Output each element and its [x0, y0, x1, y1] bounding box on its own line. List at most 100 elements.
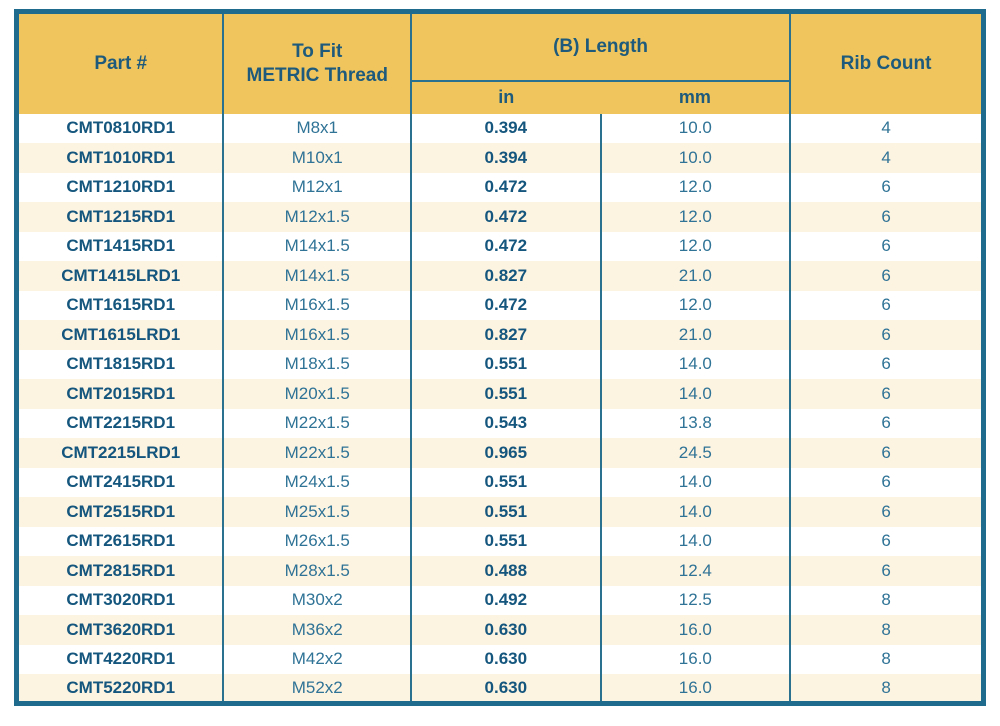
part-number-cell: CMT1615RD1	[66, 295, 176, 315]
table-row: CMT1210RD1 M12x1 0.472 12.0 6	[16, 172, 984, 202]
thread-size-cell: M8x1	[222, 113, 412, 143]
header-rib-count: Rib Count	[789, 11, 984, 114]
length-mm-cell: 14.0	[599, 497, 791, 527]
length-mm-cell: 12.0	[599, 202, 791, 232]
table-row: CMT1615RD1 M16x1.5 0.472 12.0 6	[16, 290, 984, 320]
header-length-in: in	[410, 80, 601, 114]
part-number-cell: CMT0810RD1	[66, 118, 176, 138]
thread-size-cell: M26x1.5	[222, 526, 412, 556]
part-number-cell: CMT3020RD1	[66, 590, 176, 610]
thread-size-cell: M24x1.5	[222, 467, 412, 497]
thread-size-cell: M14x1.5	[222, 231, 412, 261]
length-in-cell: 0.630	[410, 615, 601, 645]
header-length-mm: mm	[600, 80, 791, 114]
part-number-cell: CMT1215RD1	[66, 206, 176, 226]
length-in-cell: 0.551	[410, 467, 601, 497]
part-number-cell: CMT2215LRD1	[61, 442, 181, 462]
thread-size-cell: M10x1	[222, 143, 412, 173]
table-row: CMT1815RD1 M18x1.5 0.551 14.0 6	[16, 349, 984, 379]
part-number-cell: CMT2515RD1	[66, 501, 176, 521]
table-row: CMT3620RD1 M36x2 0.630 16.0 8	[16, 615, 984, 645]
part-number-cell: CMT1415RD1	[66, 236, 176, 256]
table-row: CMT1415LRD1 M14x1.5 0.827 21.0 6	[16, 261, 984, 291]
length-mm-cell: 16.0	[599, 615, 791, 645]
length-in-cell: 0.394	[410, 143, 601, 173]
rib-count-cell: 4	[789, 143, 984, 173]
part-number-cell: CMT2815RD1	[66, 560, 176, 580]
header-length-group: (B) Length	[410, 11, 791, 82]
length-in-cell: 0.472	[410, 231, 601, 261]
length-in-cell: 0.492	[410, 585, 601, 615]
length-in-cell: 0.472	[410, 172, 601, 202]
thread-size-cell: M16x1.5	[222, 320, 412, 350]
thread-size-cell: M12x1	[222, 172, 412, 202]
thread-size-cell: M52x2	[222, 674, 412, 704]
thread-size-cell: M12x1.5	[222, 202, 412, 232]
table-row: CMT1010RD1 M10x1 0.394 10.0 4	[16, 143, 984, 173]
length-in-cell: 0.827	[410, 320, 601, 350]
length-mm-cell: 14.0	[599, 526, 791, 556]
table-row: CMT1415RD1 M14x1.5 0.472 12.0 6	[16, 231, 984, 261]
thread-size-cell: M16x1.5	[222, 290, 412, 320]
length-mm-cell: 10.0	[599, 113, 791, 143]
thread-size-cell: M22x1.5	[222, 408, 412, 438]
length-mm-cell: 14.0	[599, 379, 791, 409]
rib-count-cell: 6	[789, 261, 984, 291]
table-row: CMT5220RD1 M52x2 0.630 16.0 8	[16, 674, 984, 704]
length-in-cell: 0.488	[410, 556, 601, 586]
table-row: CMT4220RD1 M42x2 0.630 16.0 8	[16, 644, 984, 674]
table-header: Part # To Fit METRIC Thread (B) Length R…	[16, 11, 984, 114]
length-mm-cell: 12.4	[599, 556, 791, 586]
parts-spec-table: Part # To Fit METRIC Thread (B) Length R…	[14, 9, 986, 706]
table-row: CMT3020RD1 M30x2 0.492 12.5 8	[16, 585, 984, 615]
table-row: CMT1215RD1 M12x1.5 0.472 12.0 6	[16, 202, 984, 232]
length-in-cell: 0.965	[410, 438, 601, 468]
length-mm-cell: 24.5	[599, 438, 791, 468]
length-mm-cell: 16.0	[599, 674, 791, 704]
length-mm-cell: 12.0	[599, 172, 791, 202]
length-in-cell: 0.551	[410, 497, 601, 527]
length-mm-cell: 12.5	[599, 585, 791, 615]
rib-count-cell: 6	[789, 467, 984, 497]
length-mm-cell: 21.0	[599, 320, 791, 350]
length-mm-cell: 16.0	[599, 644, 791, 674]
part-number-cell: CMT5220RD1	[66, 677, 176, 697]
length-mm-cell: 21.0	[599, 261, 791, 291]
table-row: CMT2215LRD1 M22x1.5 0.965 24.5 6	[16, 438, 984, 468]
rib-count-cell: 6	[789, 526, 984, 556]
rib-count-cell: 6	[789, 497, 984, 527]
rib-count-cell: 6	[789, 408, 984, 438]
length-in-cell: 0.551	[410, 379, 601, 409]
rib-count-cell: 6	[789, 320, 984, 350]
thread-size-cell: M28x1.5	[222, 556, 412, 586]
table-row: CMT2615RD1 M26x1.5 0.551 14.0 6	[16, 526, 984, 556]
part-number-cell: CMT4220RD1	[66, 649, 176, 669]
length-in-cell: 0.630	[410, 674, 601, 704]
table-row: CMT2815RD1 M28x1.5 0.488 12.4 6	[16, 556, 984, 586]
rib-count-cell: 6	[789, 438, 984, 468]
part-number-cell: CMT2015RD1	[66, 383, 176, 403]
table-row: CMT0810RD1 M8x1 0.394 10.0 4	[16, 113, 984, 143]
table-row: CMT2015RD1 M20x1.5 0.551 14.0 6	[16, 379, 984, 409]
rib-count-cell: 8	[789, 674, 984, 704]
part-number-cell: CMT2615RD1	[66, 531, 176, 551]
rib-count-cell: 8	[789, 615, 984, 645]
length-mm-cell: 13.8	[599, 408, 791, 438]
rib-count-cell: 8	[789, 585, 984, 615]
length-in-cell: 0.472	[410, 290, 601, 320]
part-number-cell: CMT2215RD1	[66, 413, 176, 433]
rib-count-cell: 8	[789, 644, 984, 674]
rib-count-cell: 6	[789, 231, 984, 261]
header-metric-thread: To Fit METRIC Thread	[222, 11, 412, 114]
part-number-cell: CMT1415LRD1	[61, 265, 181, 285]
length-in-cell: 0.543	[410, 408, 601, 438]
rib-count-cell: 6	[789, 290, 984, 320]
thread-size-cell: M30x2	[222, 585, 412, 615]
thread-size-cell: M36x2	[222, 615, 412, 645]
thread-size-cell: M18x1.5	[222, 349, 412, 379]
part-number-cell: CMT1210RD1	[66, 177, 176, 197]
part-number-cell: CMT1615LRD1	[61, 324, 181, 344]
length-mm-cell: 14.0	[599, 467, 791, 497]
length-mm-cell: 14.0	[599, 349, 791, 379]
part-number-cell: CMT3620RD1	[66, 619, 176, 639]
